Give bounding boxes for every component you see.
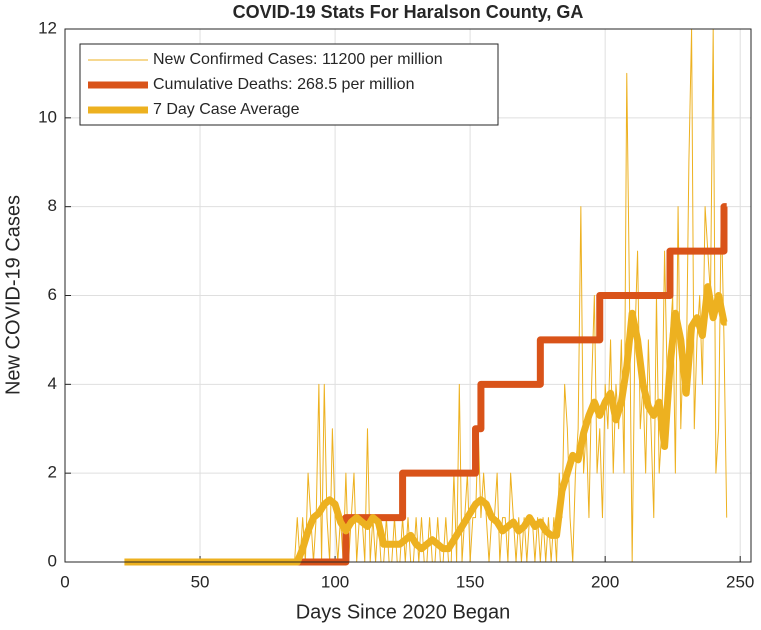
legend-box [79, 43, 499, 126]
y-tick-label: 6 [48, 285, 57, 304]
axes-frame [64, 28, 752, 563]
x-tick-label: 250 [726, 572, 754, 591]
x-tick-label: 150 [456, 572, 484, 591]
y-tick-label: 10 [38, 107, 57, 126]
x-tick-label: 200 [591, 572, 619, 591]
y-tick-label: 0 [48, 551, 57, 570]
series-line [124, 28, 728, 563]
y-axis-label: New COVID-19 Cases [2, 195, 24, 395]
x-tick-label: 50 [191, 572, 210, 591]
legend-label: Cumulative Deaths: 268.5 per million [153, 76, 414, 93]
y-tick-label: 2 [48, 463, 57, 482]
x-tick-label: 0 [60, 572, 69, 591]
series-line [124, 283, 728, 566]
legend-label: 7 Day Case Average [153, 101, 300, 118]
chart-title: COVID-19 Stats For Haralson County, GA [233, 2, 584, 22]
y-tick-label: 12 [38, 18, 57, 37]
x-tick-label: 100 [321, 572, 349, 591]
x-axis-label: Days Since 2020 Began [296, 601, 511, 623]
legend-label: New Confirmed Cases: 11200 per million [153, 51, 443, 68]
series-line [294, 203, 728, 566]
y-tick-label: 4 [48, 374, 57, 393]
y-tick-label: 8 [48, 196, 57, 215]
